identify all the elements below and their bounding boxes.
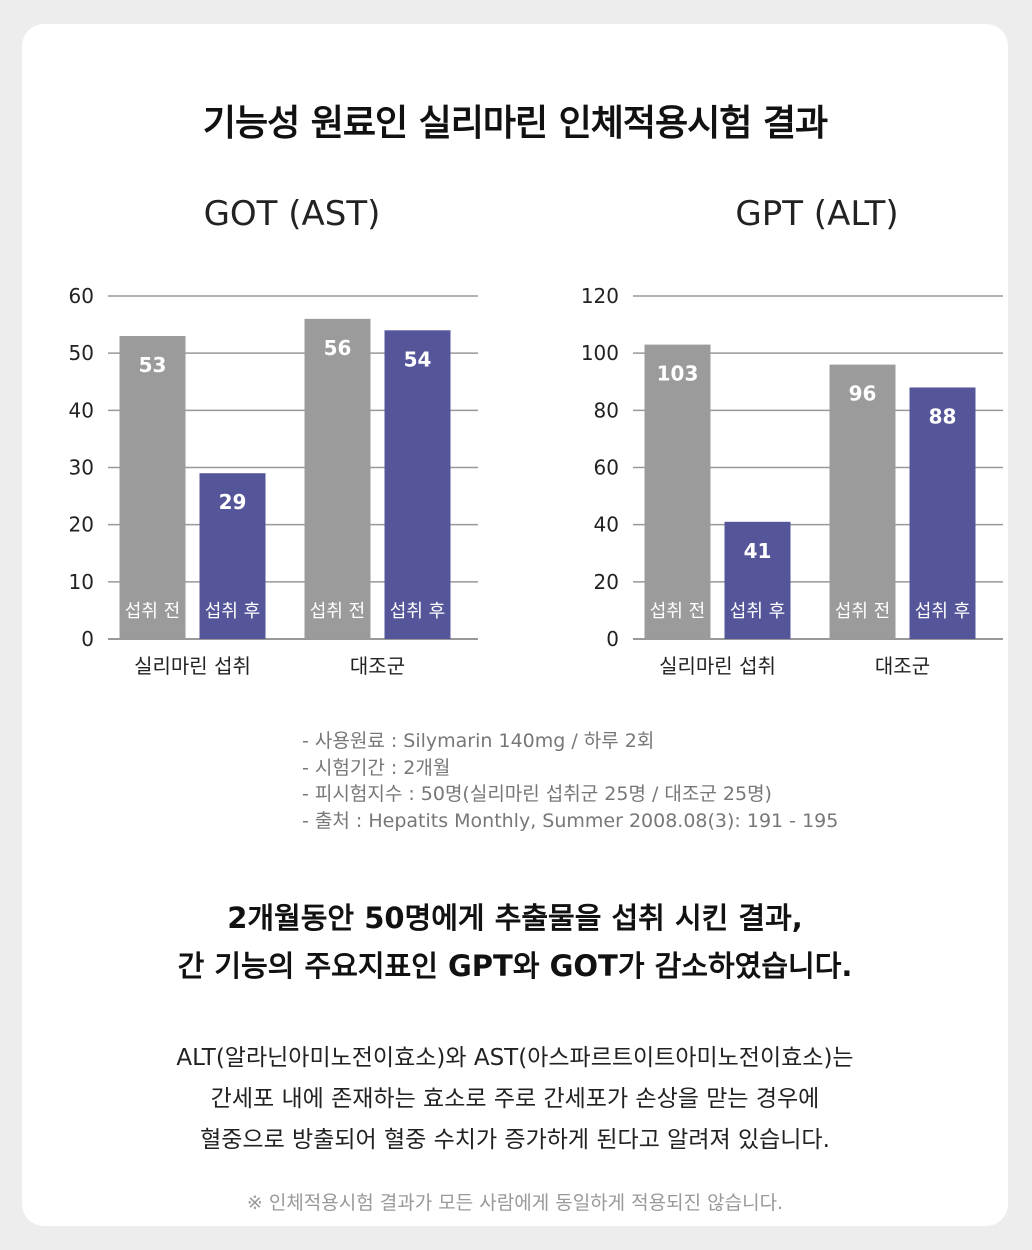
bar-value-label: 41 <box>744 539 772 563</box>
chart-title-gpt: GPT (ALT) <box>735 194 899 234</box>
bar <box>724 521 791 639</box>
bar <box>119 336 186 639</box>
body-line-3: 혈중으로 방출되어 혈중 수치가 증가하게 된다고 알려져 있습니다. <box>200 1127 830 1153</box>
y-tick-label: 40 <box>594 513 619 537</box>
headline-line-1: 2개월동안 50명에게 추출물을 섭취 시킨 결과, <box>227 901 803 935</box>
chart-title-got: GOT (AST) <box>203 194 381 234</box>
bar-label: 섭취 전 <box>650 601 705 622</box>
y-tick-label: 120 <box>581 284 619 308</box>
explanation-text: ALT(알라닌아미노전이효소)와 AST(아스파르트이트아미노전이효소)는 간세… <box>22 1038 1008 1161</box>
y-tick-label: 100 <box>581 341 619 365</box>
content-card: 기능성 원료인 실리마린 인체적용시험 결과 GOT (AST) GPT (AL… <box>22 24 1008 1226</box>
body-line-1: ALT(알라닌아미노전이효소)와 AST(아스파르트이트아미노전이효소)는 <box>176 1045 854 1071</box>
y-tick-label: 20 <box>69 513 94 537</box>
bar <box>304 318 371 639</box>
y-tick-label: 10 <box>69 570 94 594</box>
bar-value-label: 103 <box>657 362 699 386</box>
y-tick-label: 20 <box>594 570 619 594</box>
note-subjects: - 피시험지수 : 50명(실리마린 섭취군 25명 / 대조군 25명) <box>302 783 772 805</box>
category-label: 대조군 <box>350 654 405 678</box>
bar-value-label: 88 <box>929 404 957 428</box>
bar <box>829 364 896 639</box>
y-tick-label: 50 <box>69 341 94 365</box>
category-label: 실리마린 섭취 <box>659 654 776 678</box>
bar-label: 섭취 전 <box>835 601 890 622</box>
body-line-2: 간세포 내에 존재하는 효소로 주로 간세포가 손상을 맏는 경우에 <box>210 1086 820 1112</box>
y-tick-label: 0 <box>606 627 619 651</box>
bar <box>384 330 451 639</box>
bar-label: 섭취 후 <box>730 601 785 622</box>
note-source: - 출처 : Hepatits Monthly, Summer 2008.08(… <box>302 809 839 832</box>
y-tick-label: 40 <box>69 398 94 422</box>
result-headline: 2개월동안 50명에게 추출물을 섭취 시킨 결과, 간 기능의 주요지표인 G… <box>22 894 1008 990</box>
bar <box>909 387 976 639</box>
y-tick-label: 60 <box>594 456 619 480</box>
category-label: 실리마린 섭취 <box>134 654 251 678</box>
bar <box>644 344 711 639</box>
page-title: 기능성 원료인 실리마린 인체적용시험 결과 <box>202 103 828 144</box>
headline-line-2: 간 기능의 주요지표인 GPT와 GOT가 감소하였습니다. <box>177 949 853 983</box>
y-tick-label: 60 <box>69 284 94 308</box>
study-notes: - 사용원료 : Silymarin 140mg / 하루 2회 - 시험기간 … <box>302 728 922 834</box>
bar-label: 섭취 후 <box>390 601 445 622</box>
note-material: - 사용원료 : Silymarin 140mg / 하루 2회 <box>302 730 655 752</box>
bar-value-label: 29 <box>219 490 247 514</box>
note-period: - 시험기간 : 2개월 <box>302 756 451 779</box>
bar-label: 섭취 전 <box>310 601 365 622</box>
bar-label: 섭취 후 <box>915 601 970 622</box>
y-tick-label: 30 <box>69 456 94 480</box>
bar <box>199 473 266 639</box>
disclaimer-footnote: ※ 인체적용시험 결과가 모든 사람에게 동일하게 적용되진 않습니다. <box>246 1192 784 1214</box>
bar-value-label: 54 <box>404 347 432 371</box>
category-label: 대조군 <box>875 654 930 678</box>
bar-label: 섭취 전 <box>125 601 180 622</box>
bar-label: 섭취 후 <box>205 601 260 622</box>
bar-value-label: 53 <box>139 353 167 377</box>
y-tick-label: 0 <box>81 627 94 651</box>
bar-value-label: 56 <box>324 336 352 360</box>
bar-value-label: 96 <box>849 382 877 406</box>
y-tick-label: 80 <box>594 398 619 422</box>
